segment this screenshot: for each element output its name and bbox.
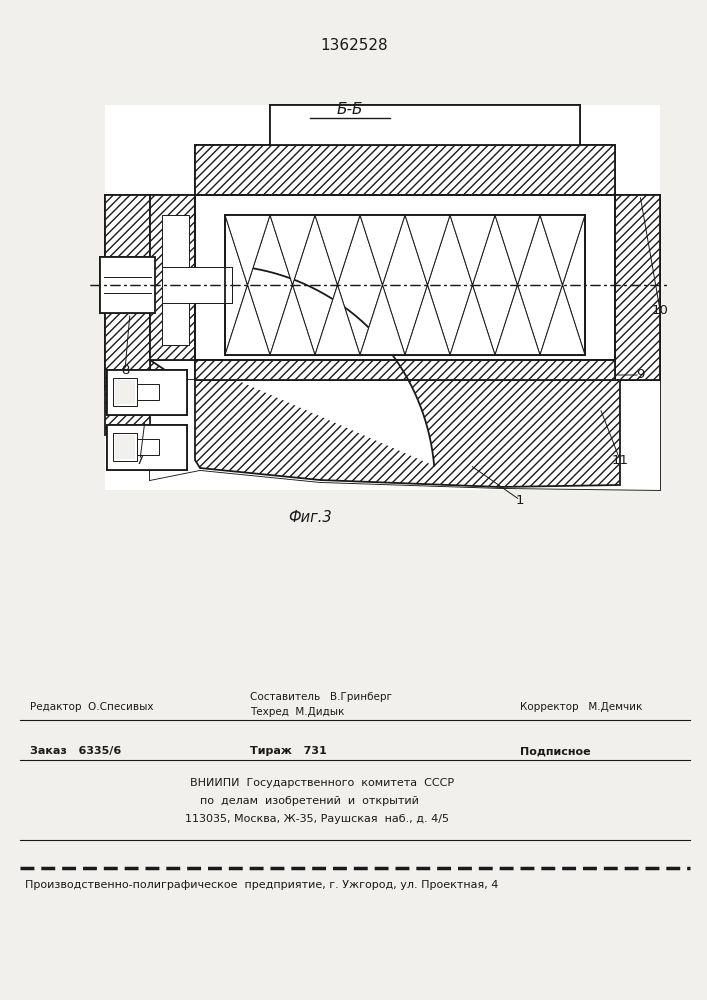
Bar xyxy=(195,145,615,195)
Text: ВНИИПИ  Государственного  комитета  СССР: ВНИИПИ Государственного комитета СССР xyxy=(190,778,454,788)
Bar xyxy=(105,195,150,390)
Text: Составитель   В.Гринберг: Составитель В.Гринберг xyxy=(250,692,392,702)
Bar xyxy=(615,195,660,380)
Polygon shape xyxy=(195,266,434,466)
Polygon shape xyxy=(315,215,360,355)
Bar xyxy=(113,378,137,406)
Bar xyxy=(107,370,187,415)
Text: Заказ   6335/6: Заказ 6335/6 xyxy=(30,746,121,756)
Bar xyxy=(195,360,615,380)
Polygon shape xyxy=(405,215,450,355)
Bar xyxy=(270,105,580,145)
Bar xyxy=(100,257,155,313)
Text: Корректор   М.Демчик: Корректор М.Демчик xyxy=(520,702,643,712)
Bar xyxy=(225,215,585,355)
Polygon shape xyxy=(405,215,450,355)
Bar xyxy=(150,195,195,360)
Bar xyxy=(105,195,150,390)
Text: Б-Б: Б-Б xyxy=(337,103,363,117)
Text: 8: 8 xyxy=(121,363,129,376)
Bar xyxy=(107,425,187,470)
Polygon shape xyxy=(360,215,405,355)
Text: 9: 9 xyxy=(636,368,644,381)
Text: 7: 7 xyxy=(136,454,144,466)
Bar xyxy=(162,267,232,303)
Text: Техред  М.Дидык: Техред М.Дидык xyxy=(250,707,344,717)
Bar xyxy=(107,425,187,470)
Polygon shape xyxy=(540,215,585,355)
Bar xyxy=(113,433,137,461)
Bar xyxy=(615,195,660,380)
Bar xyxy=(107,370,187,415)
Polygon shape xyxy=(270,215,315,355)
Text: 113035, Москва, Ж-35, Раушская  наб., д. 4/5: 113035, Москва, Ж-35, Раушская наб., д. … xyxy=(185,814,449,824)
Text: по  делам  изобретений  и  открытий: по делам изобретений и открытий xyxy=(200,796,419,806)
Polygon shape xyxy=(495,215,540,355)
Polygon shape xyxy=(150,360,660,490)
Polygon shape xyxy=(195,362,620,487)
Bar xyxy=(137,384,159,400)
Polygon shape xyxy=(225,215,270,355)
Text: Тираж   731: Тираж 731 xyxy=(250,746,327,756)
Polygon shape xyxy=(450,215,495,355)
Bar xyxy=(150,195,195,360)
Bar xyxy=(195,360,615,380)
Bar xyxy=(115,435,135,459)
Text: 11: 11 xyxy=(612,454,629,466)
Polygon shape xyxy=(225,215,270,355)
Bar xyxy=(195,145,615,195)
Text: Редактор  О.Спесивых: Редактор О.Спесивых xyxy=(30,702,153,712)
Bar xyxy=(162,215,189,345)
Bar xyxy=(137,439,159,455)
Bar xyxy=(115,435,135,459)
Bar xyxy=(195,360,615,380)
Bar xyxy=(105,195,150,435)
Bar xyxy=(100,257,155,313)
Text: 1: 1 xyxy=(515,493,525,506)
Bar xyxy=(150,195,195,360)
Polygon shape xyxy=(270,215,315,355)
Bar xyxy=(105,195,150,435)
Bar xyxy=(137,439,159,455)
Text: Подписное: Подписное xyxy=(520,746,590,756)
Bar xyxy=(615,195,660,380)
Bar xyxy=(115,380,135,404)
Text: 1362528: 1362528 xyxy=(320,38,388,53)
Text: Фиг.3: Фиг.3 xyxy=(288,510,332,525)
Bar xyxy=(105,105,660,490)
Text: 10: 10 xyxy=(652,304,668,316)
Bar xyxy=(195,145,615,195)
Polygon shape xyxy=(150,360,660,490)
Bar xyxy=(195,195,615,360)
Text: Производственно-полиграфическое  предприятие, г. Ужгород, ул. Проектная, 4: Производственно-полиграфическое предприя… xyxy=(25,880,498,890)
Polygon shape xyxy=(450,215,495,355)
Bar xyxy=(615,195,660,380)
Bar xyxy=(113,433,137,461)
Polygon shape xyxy=(540,215,585,355)
Bar xyxy=(195,360,615,380)
Polygon shape xyxy=(360,215,405,355)
Bar xyxy=(113,378,137,406)
Bar xyxy=(150,195,195,360)
Bar xyxy=(195,195,615,360)
Polygon shape xyxy=(315,215,360,355)
Bar xyxy=(162,215,189,345)
Bar xyxy=(225,215,585,355)
Bar xyxy=(115,380,135,404)
Bar xyxy=(615,195,660,380)
Bar xyxy=(195,195,615,360)
Bar xyxy=(270,105,580,145)
Bar xyxy=(137,384,159,400)
Bar xyxy=(615,195,660,380)
Bar xyxy=(162,267,232,303)
Bar xyxy=(195,145,615,195)
Bar xyxy=(155,269,167,301)
Polygon shape xyxy=(495,215,540,355)
